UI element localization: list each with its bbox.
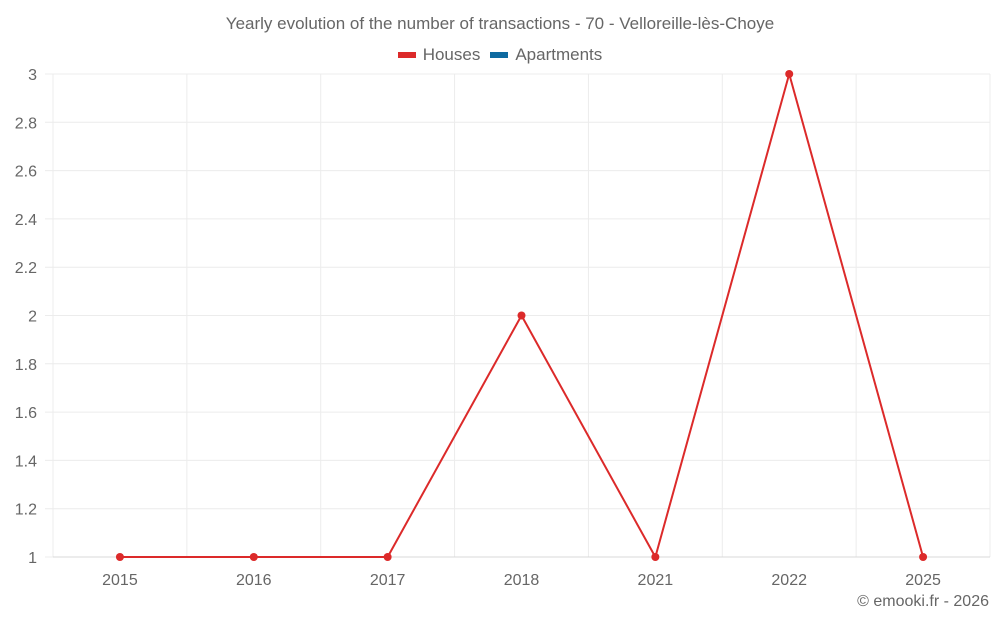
- y-tick-label: 2.8: [15, 115, 37, 132]
- data-point[interactable]: [249, 553, 258, 561]
- legend: Houses Apartments: [0, 45, 1000, 65]
- y-tick-label: 2.2: [15, 260, 37, 277]
- chart-title: Yearly evolution of the number of transa…: [225, 14, 775, 33]
- apartments-swatch-icon: [490, 52, 509, 58]
- y-tick-label: 3: [28, 67, 37, 84]
- x-tick-label: 2015: [102, 572, 138, 589]
- credit: © emooki.fr - 2026: [857, 593, 989, 610]
- y-axis: 1 1.2 1.4 1.6 1.8 2 2.2 2.4 2.6 2.8 3: [15, 67, 37, 567]
- x-tick-label: 2022: [771, 572, 807, 589]
- y-tick-label: 1.4: [15, 453, 37, 470]
- y-tick-label: 2: [28, 309, 37, 326]
- legend-item-apartments[interactable]: Apartments: [490, 45, 602, 65]
- legend-label-apartments: Apartments: [515, 45, 603, 64]
- x-tick-label: 2016: [236, 572, 272, 589]
- data-point[interactable]: [651, 553, 660, 561]
- y-tick-label: 2.4: [15, 212, 37, 229]
- series-houses: [115, 70, 928, 561]
- y-tick-label: 1.6: [15, 405, 37, 422]
- data-point[interactable]: [383, 553, 392, 561]
- y-tick-label: 1.8: [15, 357, 37, 374]
- x-tick-label: 2017: [370, 572, 406, 589]
- data-point[interactable]: [115, 553, 124, 561]
- data-point[interactable]: [785, 70, 794, 78]
- x-tick-label: 2021: [638, 572, 674, 589]
- data-point[interactable]: [517, 311, 526, 320]
- houses-swatch-icon: [397, 52, 416, 58]
- legend-item-houses[interactable]: Houses: [397, 45, 481, 65]
- y-tick-label: 2.6: [15, 164, 37, 181]
- x-axis: 2015 2016 2017 2018 2021 2022 2025: [53, 556, 990, 589]
- y-tick-label: 1.2: [15, 502, 37, 519]
- y-tick-label: 1: [28, 550, 37, 567]
- data-point[interactable]: [919, 553, 928, 561]
- x-tick-label: 2018: [504, 572, 540, 589]
- legend-label-houses: Houses: [422, 45, 481, 64]
- x-tick-label: 2025: [905, 572, 941, 589]
